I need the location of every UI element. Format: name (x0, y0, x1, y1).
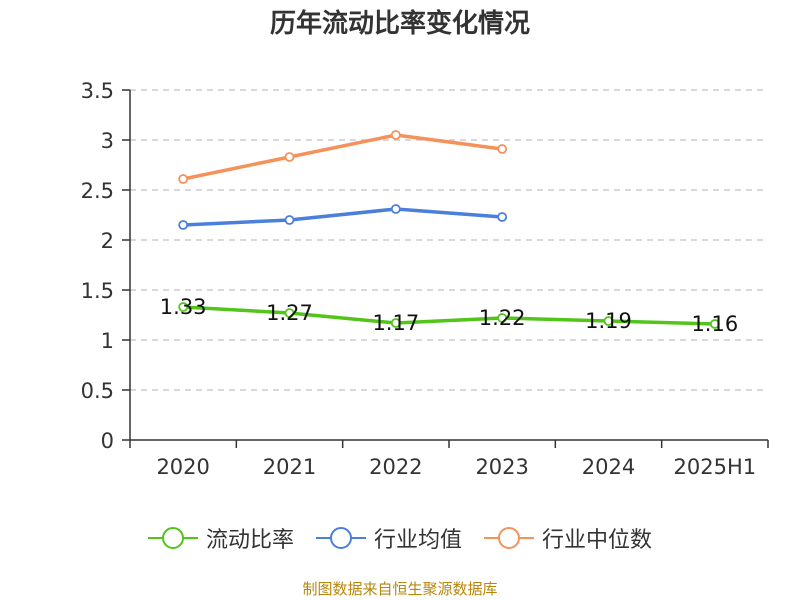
y-tick-label: 1 (101, 329, 114, 353)
chart-title: 历年流动比率变化情况 (269, 9, 530, 39)
y-tick-label: 2 (101, 229, 114, 253)
y-tick-label: 0 (101, 429, 114, 453)
data-point (497, 212, 508, 222)
data-point (709, 319, 720, 329)
chart-legend: 流动比率 行业均值 行业中位数 (0, 520, 800, 556)
legend-label: 行业中位数 (542, 528, 653, 553)
x-tick-label: 2024 (582, 455, 635, 479)
series-line (183, 207, 503, 227)
legend-swatch (147, 527, 198, 549)
y-tick-label: 3.5 (81, 79, 114, 103)
data-source-note: 制图数据来自恒生聚源数据库 (302, 580, 498, 598)
data-label: 1.16 (691, 312, 738, 336)
y-tick-label: 1.5 (81, 279, 114, 303)
data-label: 1.27 (266, 301, 313, 325)
y-tick-label: 0.5 (81, 379, 114, 403)
legend-item[interactable]: 行业中位数 (484, 522, 652, 554)
legend-marker (498, 527, 520, 549)
data-point (497, 144, 508, 154)
data-label: 1.17 (372, 311, 419, 335)
y-tick-label: 2.5 (81, 179, 114, 203)
data-point (390, 130, 401, 140)
data-point (178, 174, 189, 184)
x-tick-label: 2022 (369, 455, 422, 479)
series-line (183, 305, 715, 326)
legend-marker (329, 527, 352, 549)
data-point (284, 152, 295, 162)
legend-label: 行业均值 (373, 528, 462, 553)
data-point (603, 316, 614, 326)
data-point (390, 318, 401, 328)
data-label: 1.22 (479, 306, 526, 330)
x-tick-label: 2020 (156, 455, 209, 479)
data-label: 1.19 (585, 309, 632, 333)
data-point (497, 313, 508, 323)
legend-swatch (484, 527, 534, 549)
data-point (390, 204, 401, 214)
y-tick-label: 3 (101, 129, 114, 153)
legend-swatch (315, 527, 366, 549)
data-point (178, 302, 189, 312)
x-tick-label: 2021 (263, 455, 316, 479)
legend-item[interactable]: 行业均值 (315, 522, 462, 554)
series-line (182, 133, 503, 181)
x-tick-label: 2023 (475, 455, 528, 479)
data-label: 1.33 (160, 295, 207, 319)
data-point (284, 215, 295, 225)
data-point (178, 220, 189, 230)
legend-marker (161, 527, 184, 549)
data-point (284, 308, 295, 318)
x-tick-label: 2025H1 (674, 455, 757, 479)
legend-label: 流动比率 (205, 528, 294, 553)
legend-item[interactable]: 流动比率 (147, 522, 294, 554)
